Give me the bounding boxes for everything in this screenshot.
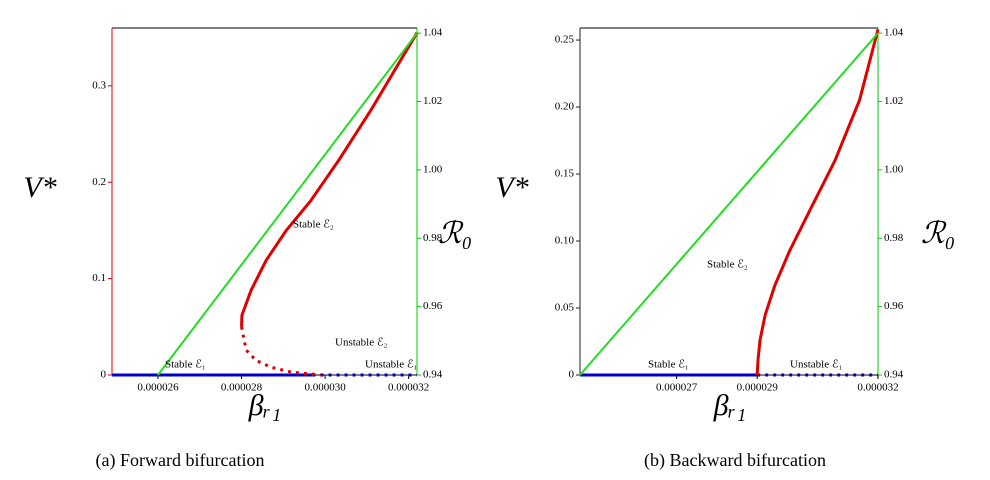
series-line [240,32,419,327]
y-axis-label: V* [23,171,56,204]
y2-tick-label: 0.96 [423,300,443,312]
x-tick-label: 0.000032 [857,382,898,394]
annotation: Unstable ℰ₁ [365,359,418,371]
y2-tick-label: 1.02 [423,95,442,107]
y-tick-label: 0 [101,369,107,381]
x-tick-label: 0.000026 [137,382,179,394]
y2-tick-label: 0.96 [884,300,904,312]
y2-tick-label: 1.00 [423,163,443,175]
y-tick-label: 0.10 [555,235,575,247]
caption: (b) Backward bifurcation [644,450,826,471]
y2-axis-label: ℛ₀ [438,217,472,250]
x-tick-label: 0.000029 [737,382,779,394]
y-tick-label: 0.2 [92,176,106,188]
y2-tick-label: 1.00 [884,163,904,175]
series-line [240,326,322,377]
annotation: Stable ℰ₂ [293,219,334,231]
x-tick-label: 0.000032 [388,382,429,394]
y2-tick-label: 0.98 [884,232,904,244]
y-tick-label: 0.25 [555,34,575,46]
x-axis-label: βᵣ₁ [713,389,747,422]
annotation: Stable ℰ₂ [707,259,748,271]
y-tick-label: 0.3 [92,79,106,91]
caption: (a) Forward bifurcation [96,450,265,471]
x-axis-label: βᵣ₁ [248,389,282,422]
annotation: Stable ℰ₁ [648,359,689,371]
y2-tick-label: 1.04 [884,27,904,39]
y2-tick-label: 0.94 [884,369,904,381]
annotation: Unstable ℰ₂ [335,337,388,349]
x-tick-label: 0.000028 [221,382,263,394]
y2-tick-label: 0.94 [423,369,443,381]
y-axis-label: V* [495,171,528,204]
annotation: Stable ℰ₁ [165,359,206,371]
x-tick-label: 0.000030 [304,382,346,394]
y-tick-label: 0.05 [555,302,575,314]
y2-tick-label: 1.04 [423,27,443,39]
annotation: Unstable ℰ₁ [790,359,843,371]
x-tick-label: 0.000027 [656,382,698,394]
y-tick-label: 0.15 [555,168,575,180]
y2-axis-label: ℛ₀ [921,217,955,250]
y-tick-label: 0.1 [92,272,106,284]
series-line [579,32,879,376]
y-tick-label: 0 [569,369,575,381]
y2-tick-label: 1.02 [884,95,903,107]
y-tick-label: 0.20 [555,101,575,113]
y2-tick-label: 0.98 [423,232,443,244]
series-line [755,28,880,376]
series-line [157,32,418,376]
